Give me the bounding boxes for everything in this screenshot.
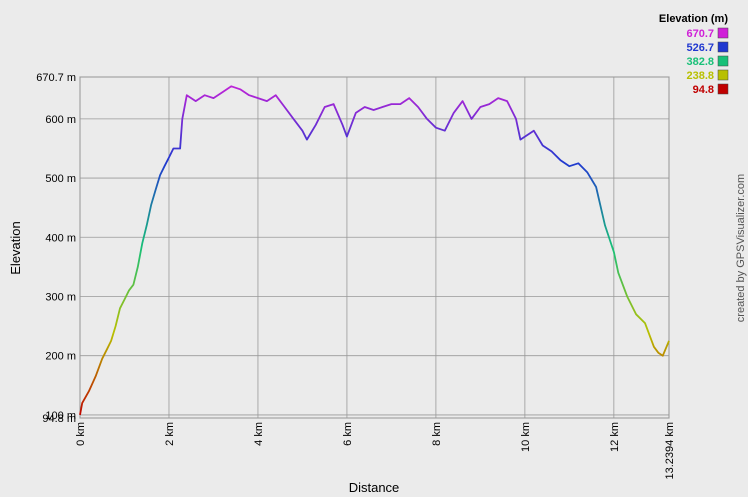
- watermark: created by GPSVisualizer.com: [735, 174, 747, 322]
- y-tick-label: 400 m: [45, 232, 76, 244]
- y-tick-label: 300 m: [45, 291, 76, 303]
- y-tick-label: 670.7 m: [36, 72, 76, 84]
- legend-swatch: [717, 27, 729, 39]
- x-tick-label: 12 km: [609, 422, 621, 452]
- x-tick-label: 0 km: [75, 422, 87, 446]
- legend-swatch: [717, 69, 729, 81]
- x-tick-label: 6 km: [342, 422, 354, 446]
- x-tick-label: 2 km: [164, 422, 176, 446]
- legend-label: 382.8: [686, 56, 714, 68]
- y-tick-label: 94.8 m: [42, 413, 76, 425]
- y-tick-label: 200 m: [45, 351, 76, 363]
- legend-label: 238.8: [686, 70, 714, 82]
- x-tick-label: 10 km: [520, 422, 532, 452]
- x-tick-label: 4 km: [253, 422, 265, 446]
- legend-label: 526.7: [686, 42, 714, 54]
- x-tick-label: 8 km: [431, 422, 443, 446]
- legend-swatch: [717, 55, 729, 67]
- y-tick-label: 600 m: [45, 114, 76, 126]
- legend-swatch: [717, 41, 729, 53]
- legend-label: 670.7: [686, 28, 714, 40]
- x-axis-title: Distance: [349, 480, 400, 495]
- y-axis-title: Elevation: [8, 221, 23, 274]
- elevation-line: [79, 85, 670, 416]
- legend-swatch: [717, 83, 729, 95]
- legend-title: Elevation (m): [659, 13, 728, 25]
- x-tick-label: 13.2394 km: [664, 422, 676, 479]
- y-tick-label: 500 m: [45, 173, 76, 185]
- y-tick-label: 100 m: [45, 410, 76, 422]
- plot-area: [79, 76, 670, 419]
- legend-label: 94.8: [693, 84, 714, 96]
